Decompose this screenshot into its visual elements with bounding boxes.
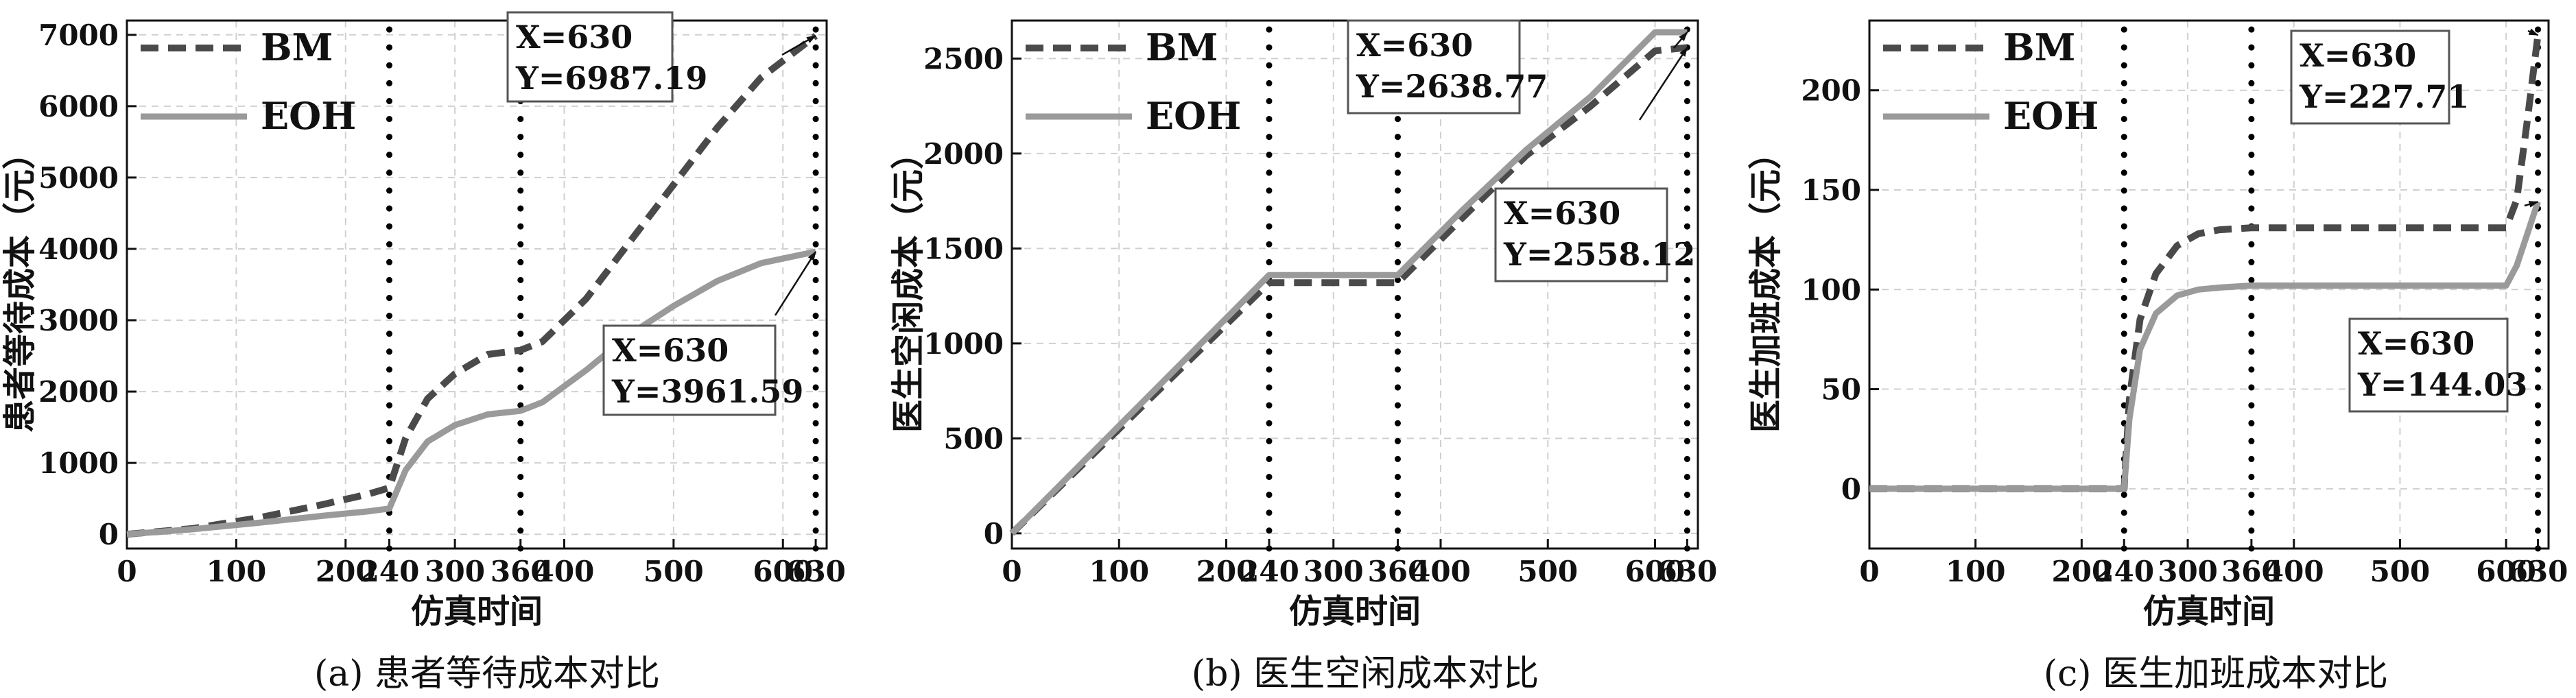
- x-axis-label: 仿真时间: [2143, 592, 2275, 631]
- panel-caption: (b) 医生空闲成本对比: [1192, 653, 1539, 695]
- annotation-box: [2290, 29, 2450, 125]
- panel-caption: (a) 患者等待成本对比: [314, 653, 660, 695]
- x-tick-label: 240: [1239, 555, 1299, 588]
- annotation-y-label: Y=3961.59: [611, 373, 803, 410]
- y-tick-label: 0: [1841, 472, 1861, 506]
- annotation-x-label: X=630: [1356, 27, 1473, 64]
- y-tick-label: 6000: [38, 90, 119, 123]
- y-tick-label: 0: [99, 518, 119, 551]
- annotation-x-label: X=630: [2300, 37, 2416, 74]
- panel-caption: (c) 医生加班成本对比: [2044, 653, 2388, 695]
- x-tick-label: 100: [1946, 555, 2006, 588]
- y-tick-label: 2000: [923, 137, 1004, 171]
- annotation-x-label: X=630: [1504, 195, 1620, 232]
- y-tick-label: 7000: [38, 19, 119, 52]
- x-tick-label: 240: [2094, 555, 2154, 588]
- x-tick-label: 360: [1368, 555, 1428, 588]
- x-axis-label: 仿真时间: [1289, 592, 1421, 631]
- x-tick-label: 200: [1196, 555, 1257, 588]
- y-tick-label: 1000: [923, 327, 1004, 361]
- y-axis-label: 医生加班成本（元）: [1747, 136, 1785, 433]
- annotation-box: [506, 11, 674, 103]
- y-tick-label: 2500: [923, 42, 1004, 75]
- series-line-eoh: [1009, 29, 1688, 535]
- y-tick-label: 150: [1801, 173, 1861, 207]
- annotation-box: [1347, 19, 1521, 115]
- x-tick-label: 630: [2508, 555, 2568, 588]
- x-tick-label: 500: [1517, 555, 1578, 588]
- annotation-arrow: [774, 251, 817, 316]
- x-tick-label: 400: [1410, 555, 1471, 588]
- x-tick-label: 0: [117, 555, 137, 588]
- annotation-box: [2348, 317, 2509, 413]
- annotation-y-label: Y=6987.19: [515, 60, 707, 97]
- annotation-y-label: Y=227.71: [2299, 78, 2469, 115]
- legend-label-bm: BM: [261, 25, 333, 69]
- annotation-y-label: Y=2558.12: [1503, 236, 1695, 273]
- legend-label-bm: BM: [2003, 25, 2075, 69]
- y-tick-label: 2000: [38, 375, 119, 409]
- y-tick-label: 200: [1801, 74, 1861, 108]
- x-tick-label: 630: [785, 555, 846, 588]
- annotation-y-label: Y=144.03: [2357, 366, 2527, 403]
- x-axis-label: 仿真时间: [411, 592, 543, 631]
- x-tick-label: 200: [316, 555, 376, 588]
- legend-label-eoh: EOH: [1146, 94, 1241, 138]
- annotation-arrow: [2527, 28, 2539, 36]
- y-tick-label: 1000: [38, 446, 119, 480]
- x-tick-label: 240: [359, 555, 420, 588]
- y-tick-label: 5000: [38, 161, 119, 195]
- plot-frame: [126, 19, 828, 550]
- y-tick-label: 50: [1821, 373, 1861, 407]
- x-tick-label: 300: [425, 555, 485, 588]
- y-tick-label: 4000: [38, 232, 119, 266]
- annotation-arrow: [2524, 201, 2539, 208]
- legend-label-eoh: EOH: [2003, 94, 2099, 138]
- legend-label-eoh: EOH: [261, 94, 356, 138]
- x-tick-label: 0: [1859, 555, 1879, 588]
- x-tick-label: 400: [2264, 555, 2324, 588]
- annotation-box: [1494, 187, 1668, 282]
- x-tick-label: 500: [2370, 555, 2431, 588]
- x-tick-label: 300: [2158, 555, 2218, 588]
- y-axis-label: 医生空闲成本（元）: [889, 136, 927, 433]
- x-tick-label: 360: [491, 555, 551, 588]
- y-tick-label: 3000: [38, 304, 119, 337]
- series-line-eoh: [126, 248, 817, 538]
- x-tick-label: 200: [2052, 555, 2112, 588]
- series-line-bm: [1009, 44, 1688, 536]
- annotation-box: [602, 324, 777, 416]
- x-tick-label: 0: [1002, 555, 1021, 588]
- x-tick-label: 600: [2476, 555, 2536, 588]
- legend-label-bm: BM: [1146, 25, 1218, 69]
- plot-frame: [1868, 19, 2550, 550]
- x-tick-label: 630: [1657, 555, 1718, 588]
- annotation-x-label: X=630: [2358, 325, 2474, 362]
- series-line-bm: [126, 33, 818, 538]
- x-tick-label: 500: [643, 555, 704, 588]
- annotation-arrow: [1638, 47, 1688, 121]
- x-tick-label: 100: [206, 555, 267, 588]
- x-tick-label: 600: [1625, 555, 1686, 588]
- y-tick-label: 100: [1801, 273, 1861, 306]
- y-tick-label: 500: [943, 422, 1004, 455]
- annotation-x-label: X=630: [516, 19, 633, 56]
- x-tick-label: 100: [1089, 555, 1149, 588]
- annotation-arrow: [781, 35, 816, 56]
- series-line-eoh: [1869, 200, 2541, 492]
- y-tick-label: 0: [984, 517, 1004, 551]
- y-axis-label: 患者等待成本（元）: [1, 136, 39, 433]
- x-tick-label: 300: [1303, 555, 1364, 588]
- x-tick-label: 400: [534, 555, 595, 588]
- x-tick-label: 360: [2221, 555, 2282, 588]
- x-tick-label: 600: [753, 555, 813, 588]
- annotation-arrow: [1673, 32, 1688, 49]
- annotation-x-label: X=630: [612, 332, 729, 369]
- annotation-y-label: Y=2638.77: [1356, 68, 1548, 105]
- y-tick-label: 1500: [923, 232, 1004, 265]
